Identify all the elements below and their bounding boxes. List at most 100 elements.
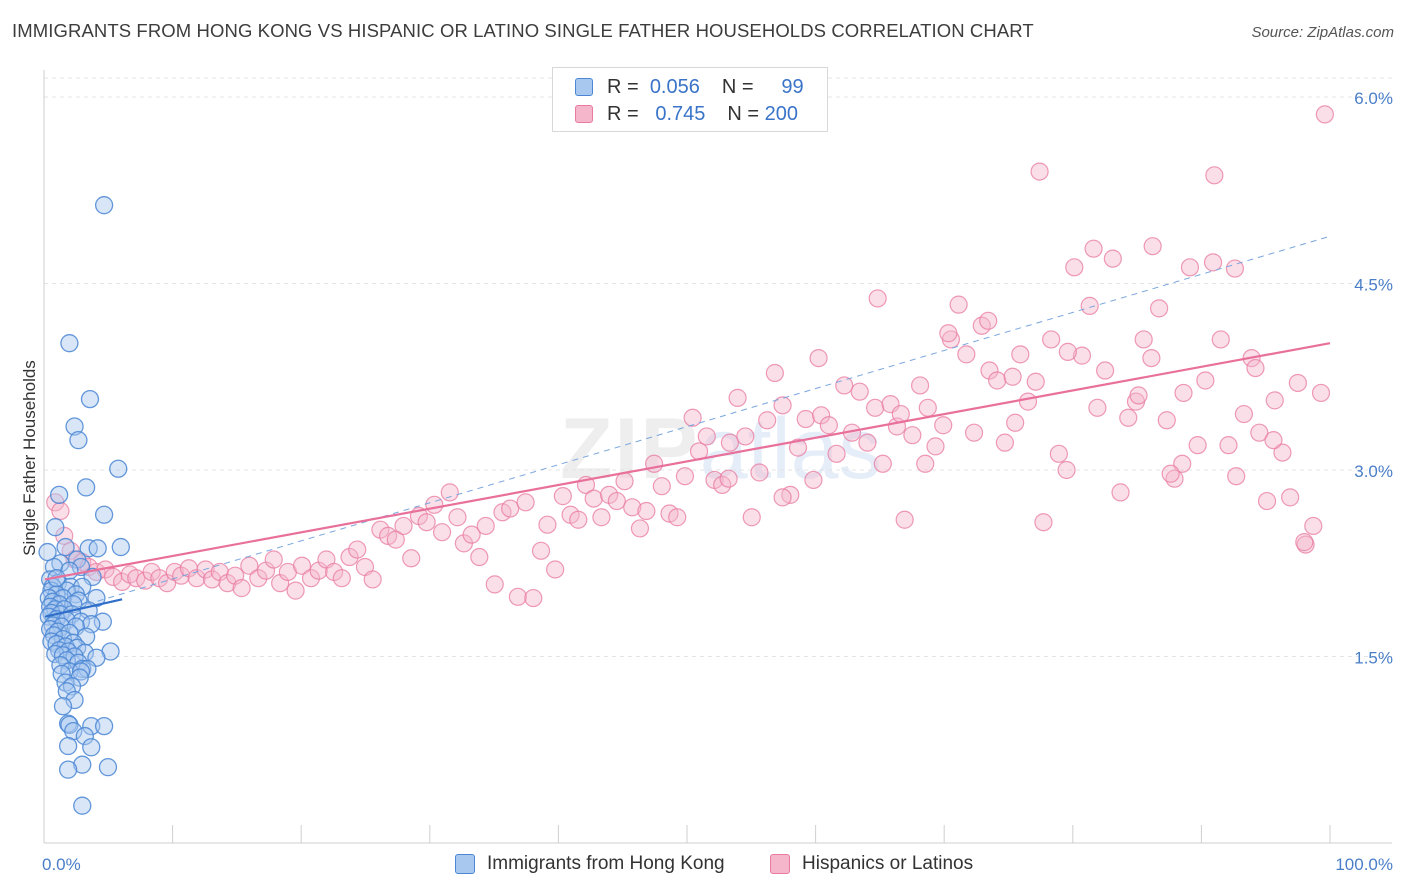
data-point-hispanics bbox=[569, 510, 588, 529]
data-point-hispanics bbox=[592, 508, 611, 527]
data-point-hong-kong bbox=[53, 697, 73, 716]
data-point-hispanics bbox=[630, 519, 650, 538]
data-point-hispanics bbox=[425, 495, 444, 514]
data-point-hispanics bbox=[607, 491, 626, 511]
data-point-hispanics bbox=[524, 588, 543, 608]
data-point-hispanics bbox=[292, 556, 312, 575]
trend-line-hong-kong-extended bbox=[44, 235, 1331, 618]
data-point-hispanics bbox=[501, 499, 520, 518]
data-point-hispanics bbox=[796, 409, 815, 429]
data-point-hispanics bbox=[644, 454, 664, 473]
y-tick-label: 3.0% bbox=[1354, 462, 1393, 481]
data-point-hispanics bbox=[1250, 423, 1269, 442]
data-point-hispanics bbox=[462, 525, 481, 544]
data-point-hispanics bbox=[1006, 413, 1025, 432]
data-point-hispanics bbox=[1227, 467, 1246, 486]
data-point-hong-kong bbox=[93, 612, 112, 631]
stats-legend-row-pink: R = 0.745 N = 200 bbox=[575, 102, 798, 126]
x-tick-label-min: 0.0% bbox=[42, 855, 81, 874]
data-point-hispanics bbox=[675, 467, 695, 486]
data-point-hispanics bbox=[286, 581, 305, 600]
data-point-hispanics bbox=[202, 570, 222, 589]
trend-line-hispanics bbox=[44, 342, 1331, 581]
data-point-hispanics bbox=[301, 569, 321, 588]
data-point-hispanics bbox=[804, 470, 823, 490]
data-point-hispanics bbox=[264, 550, 283, 569]
data-point-hong-kong bbox=[73, 577, 92, 597]
y-tick-label: 6.0% bbox=[1354, 89, 1393, 108]
data-point-hong-kong bbox=[98, 758, 118, 777]
legend-item-hispanics[interactable]: Hispanics or Latinos bbox=[770, 852, 973, 876]
data-point-hispanics bbox=[1311, 383, 1331, 403]
data-point-hispanics bbox=[531, 541, 551, 560]
data-point-hispanics bbox=[750, 463, 769, 482]
stats-legend-row-blue: R = 0.056 N = 99 bbox=[575, 75, 804, 99]
r-value-blue: 0.056 bbox=[649, 75, 700, 98]
data-point-hispanics bbox=[448, 508, 467, 527]
data-point-hispanics bbox=[402, 549, 421, 568]
n-label: N = bbox=[727, 102, 760, 125]
n-value-blue: 99 bbox=[781, 75, 804, 98]
data-point-hispanics bbox=[1180, 258, 1200, 277]
data-point-hispanics bbox=[765, 363, 784, 383]
data-point-hispanics bbox=[440, 483, 459, 502]
trend-lines bbox=[44, 235, 1331, 618]
trend-line-hong-kong bbox=[44, 598, 123, 618]
series-hispanics-points bbox=[46, 105, 1334, 608]
data-point-hispanics bbox=[1161, 464, 1180, 483]
data-point-hispanics bbox=[240, 556, 259, 575]
data-point-hispanics bbox=[918, 398, 937, 417]
data-point-hispanics bbox=[1264, 431, 1283, 450]
data-point-hispanics bbox=[758, 411, 777, 430]
data-point-hong-kong bbox=[94, 716, 114, 736]
data-point-hispanics bbox=[363, 570, 382, 589]
data-point-hispanics bbox=[1157, 411, 1176, 430]
data-point-hispanics bbox=[835, 376, 854, 395]
data-point-hispanics bbox=[1030, 162, 1049, 181]
data-point-hispanics bbox=[964, 423, 984, 442]
data-point-hispanics bbox=[1134, 330, 1153, 349]
data-point-hong-kong bbox=[49, 485, 69, 505]
data-point-hispanics bbox=[1288, 373, 1307, 393]
data-point-hispanics bbox=[728, 388, 747, 407]
data-point-hispanics bbox=[1149, 299, 1169, 318]
data-point-hispanics bbox=[1011, 345, 1030, 364]
data-point-hispanics bbox=[232, 579, 251, 598]
data-point-hispanics bbox=[683, 408, 702, 427]
legend-label-hispanics: Hispanics or Latinos bbox=[802, 853, 974, 874]
data-point-hispanics bbox=[1042, 330, 1061, 349]
data-point-hispanics bbox=[112, 572, 132, 592]
chart-title: IMMIGRANTS FROM HONG KONG VS HISPANIC OR… bbox=[12, 20, 1034, 41]
data-point-hispanics bbox=[1103, 249, 1122, 268]
data-point-hispanics bbox=[773, 396, 792, 415]
data-point-hong-kong bbox=[82, 716, 101, 736]
data-point-hong-kong bbox=[52, 664, 71, 684]
data-point-hispanics bbox=[394, 516, 413, 536]
data-point-hispanics bbox=[1295, 533, 1314, 552]
data-point-hispanics bbox=[926, 437, 945, 456]
data-point-hispanics bbox=[1315, 105, 1334, 124]
data-point-hispanics bbox=[1142, 349, 1161, 368]
data-point-hong-kong bbox=[58, 736, 78, 756]
data-point-hispanics bbox=[1049, 444, 1068, 463]
data-point-hispanics bbox=[773, 488, 792, 507]
data-point-hong-kong bbox=[94, 196, 114, 215]
data-point-hispanics bbox=[1273, 443, 1292, 462]
legend-item-hong-kong[interactable]: Immigrants from Hong Kong bbox=[455, 852, 725, 876]
data-point-hispanics bbox=[910, 376, 930, 395]
data-point-hispanics bbox=[386, 530, 405, 549]
data-point-hong-kong bbox=[69, 431, 88, 450]
data-point-hispanics bbox=[868, 289, 887, 308]
data-point-hong-kong bbox=[62, 677, 82, 696]
data-point-hispanics bbox=[788, 438, 808, 457]
data-point-hispanics bbox=[895, 510, 914, 529]
data-point-hispanics bbox=[858, 433, 877, 452]
data-point-hispanics bbox=[1129, 386, 1148, 405]
data-point-hong-kong bbox=[76, 478, 96, 497]
data-point-hispanics bbox=[1003, 367, 1022, 386]
data-point-hispanics bbox=[1111, 483, 1130, 502]
data-point-hong-kong bbox=[73, 755, 92, 774]
data-point-hong-kong bbox=[65, 690, 84, 710]
data-point-hispanics bbox=[1196, 371, 1215, 390]
